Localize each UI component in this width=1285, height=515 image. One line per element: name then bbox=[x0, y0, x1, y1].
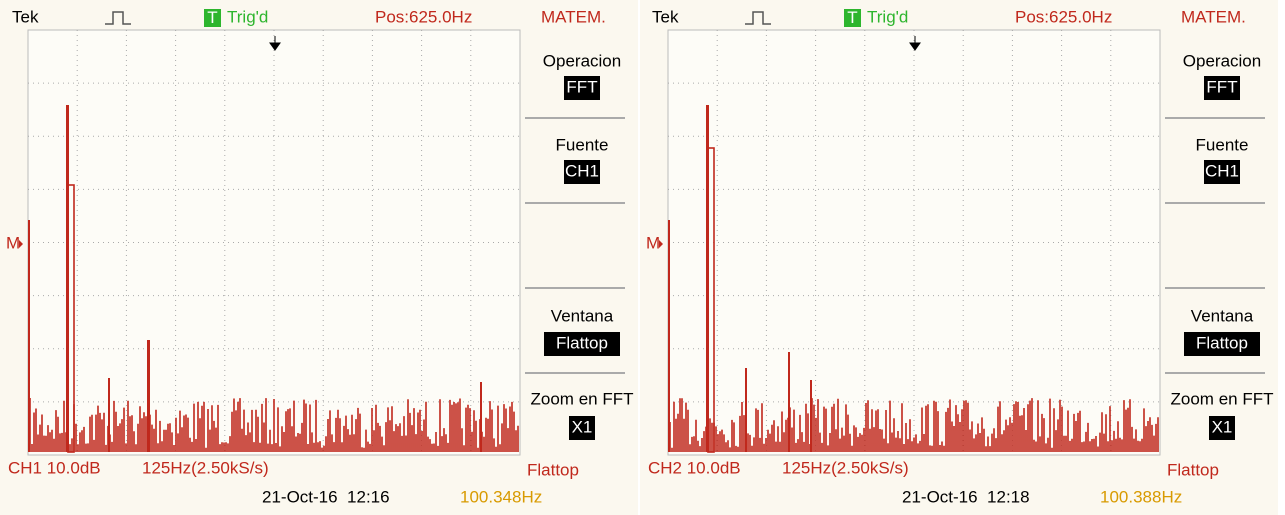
window-type: Flattop bbox=[1167, 460, 1219, 479]
menu-value-box bbox=[1209, 416, 1235, 440]
menu-value: Flattop bbox=[1196, 333, 1248, 352]
trig-icon-box bbox=[204, 9, 221, 27]
brand: Tek bbox=[12, 7, 39, 26]
menu-value-box bbox=[564, 160, 600, 184]
trig-status: Trig'd bbox=[867, 7, 908, 26]
menu-label: Operacion bbox=[1183, 51, 1261, 70]
menu-value: X1 bbox=[572, 417, 593, 436]
brand: Tek bbox=[652, 7, 679, 26]
menu-label: Ventana bbox=[1191, 306, 1254, 325]
menu-label: Fuente bbox=[556, 135, 609, 154]
frequency: 100.348Hz bbox=[460, 487, 542, 506]
menu-label: Operacion bbox=[543, 51, 621, 70]
menu-value: FFT bbox=[1206, 77, 1237, 96]
menu-label: Fuente bbox=[1196, 135, 1249, 154]
position: Pos:625.0Hz bbox=[375, 7, 472, 26]
window-type: Flattop bbox=[527, 460, 579, 479]
fft-peak bbox=[788, 352, 790, 452]
menu-value-box bbox=[1184, 332, 1260, 356]
fft-peak bbox=[810, 380, 812, 452]
marker-arrow bbox=[659, 240, 663, 248]
menu-value-box bbox=[544, 332, 620, 356]
menu-label: Ventana bbox=[551, 306, 614, 325]
timebase: 125Hz(2.50kS/s) bbox=[782, 458, 909, 477]
timebase: 125Hz(2.50kS/s) bbox=[142, 458, 269, 477]
fft-peak bbox=[28, 220, 30, 452]
fft-peak bbox=[707, 147, 715, 453]
fft-peak bbox=[668, 220, 670, 452]
fft-peak bbox=[745, 368, 747, 452]
pulse-icon bbox=[745, 11, 771, 25]
menu-title: MATEM. bbox=[541, 7, 606, 26]
menu-label: Zoom en FFT bbox=[531, 389, 634, 408]
menu-value-box bbox=[569, 416, 595, 440]
fft-peak bbox=[108, 378, 110, 452]
trig-icon-box bbox=[844, 9, 861, 27]
menu-value: Flattop bbox=[556, 333, 608, 352]
date-time: 21-Oct-16 12:18 bbox=[902, 487, 1030, 506]
menu-value-box bbox=[1204, 160, 1240, 184]
trig-icon: T bbox=[207, 8, 217, 27]
position: Pos:625.0Hz bbox=[1015, 7, 1112, 26]
marker-arrow bbox=[19, 240, 23, 248]
menu-value-box bbox=[1204, 76, 1240, 100]
menu-value: X1 bbox=[1212, 417, 1233, 436]
trig-status: Trig'd bbox=[227, 7, 268, 26]
pulse-icon bbox=[105, 11, 131, 25]
menu-value-box bbox=[564, 76, 600, 100]
trigger-arrow bbox=[269, 36, 281, 51]
menu-value: CH1 bbox=[1205, 161, 1239, 180]
menu-label: Zoom en FFT bbox=[1171, 389, 1274, 408]
fft-peak bbox=[67, 184, 75, 453]
menu-value: CH1 bbox=[565, 161, 599, 180]
fft-peak bbox=[147, 340, 150, 452]
channel-scale: CH1 10.0dB bbox=[8, 458, 101, 477]
menu-value: FFT bbox=[566, 77, 597, 96]
scope-panel: M Tek T Trig'd Pos:625.0Hz MATEM. Operacion FFT… bbox=[640, 0, 1278, 515]
trig-icon: T bbox=[847, 8, 857, 27]
scope-panel: M Tek T Trig'd Pos:625.0Hz MATEM. Operacion FFT… bbox=[0, 0, 638, 515]
channel-scale: CH2 10.0dB bbox=[648, 458, 741, 477]
marker: M bbox=[6, 233, 20, 252]
frequency: 100.388Hz bbox=[1100, 487, 1182, 506]
marker: M bbox=[646, 233, 660, 252]
menu-title: MATEM. bbox=[1181, 7, 1246, 26]
fft-peak bbox=[480, 382, 482, 452]
date-time: 21-Oct-16 12:16 bbox=[262, 487, 390, 506]
trigger-arrow bbox=[909, 36, 921, 51]
